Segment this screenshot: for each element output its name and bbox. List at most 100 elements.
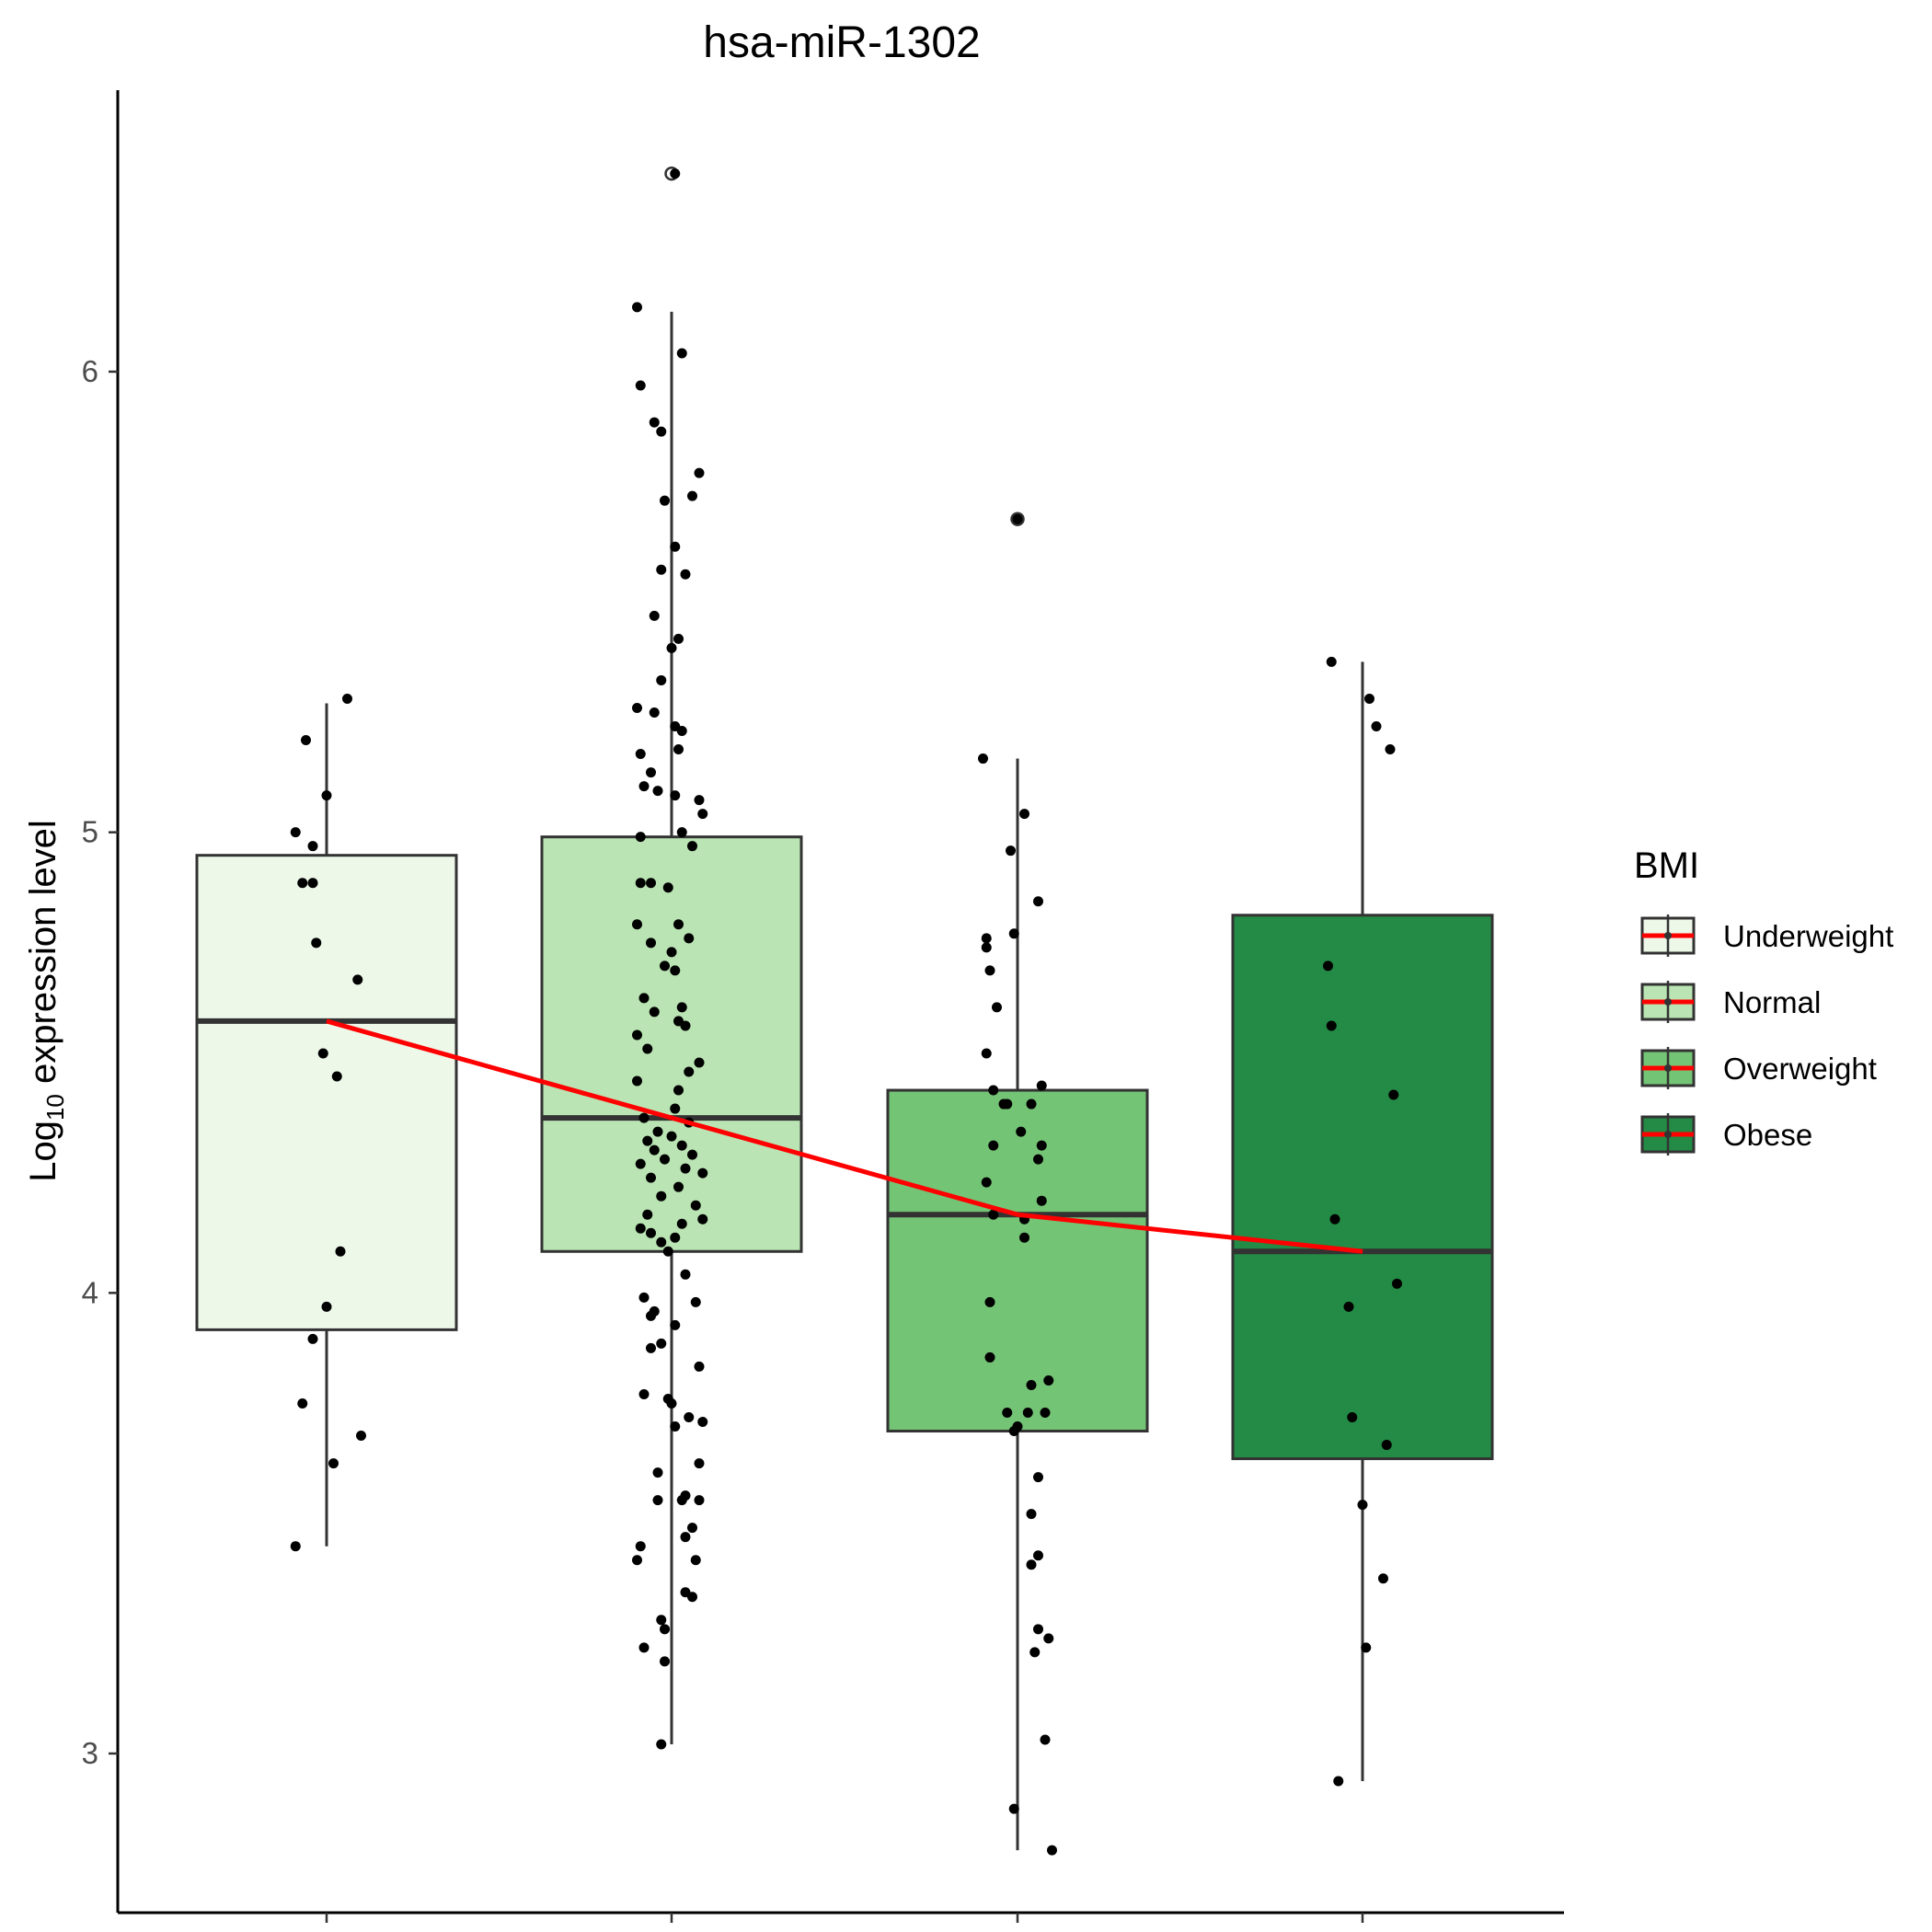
y-axis-title-main: Log	[23, 1121, 63, 1182]
data-point	[662, 1246, 673, 1257]
data-point	[660, 1656, 670, 1667]
y-tick-label: 6	[82, 354, 98, 388]
data-point	[335, 1246, 346, 1257]
data-point	[670, 1319, 681, 1330]
data-point	[666, 947, 677, 958]
legend-entry-underweight: Underweight	[1640, 914, 1893, 957]
data-point	[1033, 1624, 1043, 1635]
data-point	[1016, 1126, 1027, 1137]
data-point	[680, 1163, 691, 1174]
data-point	[638, 993, 650, 1004]
data-point	[1008, 1803, 1019, 1814]
data-point	[1036, 1080, 1047, 1091]
data-point	[307, 878, 318, 889]
x-axis-ticks	[325, 1913, 1364, 1923]
data-point	[988, 1085, 999, 1096]
data-point	[988, 1209, 999, 1220]
data-point	[676, 1002, 687, 1013]
data-point	[632, 1075, 642, 1087]
data-point	[649, 610, 660, 621]
data-point	[1029, 1647, 1041, 1658]
box-obese	[1231, 661, 1494, 1782]
data-point	[356, 1431, 366, 1442]
data-point	[656, 1236, 667, 1248]
data-point	[656, 674, 667, 685]
data-point	[352, 974, 363, 985]
data-point	[632, 1555, 642, 1566]
data-point	[666, 642, 677, 653]
data-point	[676, 348, 687, 359]
data-point	[690, 1296, 701, 1307]
data-point	[1033, 1550, 1043, 1561]
data-point	[652, 1495, 663, 1506]
data-point	[1040, 1408, 1051, 1419]
data-point	[673, 744, 684, 755]
data-point	[998, 1098, 1009, 1110]
data-point	[656, 1615, 667, 1626]
data-point	[676, 1495, 687, 1506]
data-point	[1008, 1426, 1019, 1437]
data-point	[981, 942, 992, 953]
data-point	[652, 1126, 663, 1137]
data-point	[1364, 693, 1374, 704]
data-point	[670, 1103, 681, 1114]
box-body	[886, 1088, 1149, 1433]
data-point	[660, 1624, 670, 1635]
data-point	[660, 1154, 670, 1165]
data-point	[660, 960, 670, 972]
data-point	[1361, 1642, 1372, 1653]
data-point	[690, 1200, 701, 1211]
data-point	[690, 1555, 701, 1566]
data-point	[1371, 721, 1382, 732]
data-point	[328, 1458, 339, 1469]
legend-entries: Underweight Normal Overweight Obese	[1640, 914, 1893, 1156]
data-point	[297, 1397, 308, 1409]
data-point	[635, 878, 646, 889]
data-point	[697, 1417, 708, 1428]
data-point	[687, 841, 697, 852]
data-point	[981, 933, 992, 944]
data-point	[1026, 1559, 1037, 1570]
data-point	[673, 1181, 684, 1192]
data-point	[1019, 1232, 1029, 1243]
data-point	[1326, 656, 1337, 667]
data-point	[670, 168, 681, 179]
data-point	[676, 827, 687, 838]
box-underweight	[195, 703, 458, 1547]
data-point	[981, 1048, 992, 1059]
data-point	[652, 1467, 663, 1478]
legend-key-point	[1664, 998, 1672, 1006]
data-point	[673, 633, 684, 644]
y-axis-title-subscript: 10	[41, 1094, 69, 1121]
data-point	[632, 1029, 642, 1041]
data-point	[984, 1351, 995, 1363]
data-point	[656, 1190, 667, 1202]
data-point	[1347, 1412, 1358, 1423]
data-point	[670, 790, 681, 801]
data-point	[676, 726, 687, 737]
data-point	[697, 1213, 708, 1225]
box-body	[540, 835, 803, 1253]
data-point	[1323, 960, 1333, 972]
data-point	[694, 1495, 705, 1506]
data-point	[1043, 1374, 1054, 1386]
data-point	[1012, 513, 1023, 524]
data-point	[635, 380, 646, 391]
data-point	[301, 735, 311, 746]
data-point	[635, 832, 646, 843]
data-point	[638, 1388, 650, 1399]
data-point	[1329, 1213, 1340, 1225]
data-point	[684, 1412, 695, 1423]
data-point	[694, 795, 705, 806]
data-point	[297, 878, 308, 889]
box-body	[1231, 914, 1494, 1461]
outlier-point	[1010, 512, 1025, 526]
data-point	[290, 1541, 301, 1552]
data-point	[1036, 1140, 1047, 1151]
data-point	[666, 1131, 677, 1142]
data-point	[687, 490, 697, 501]
data-point	[1047, 1845, 1057, 1856]
data-point	[978, 753, 988, 765]
data-point	[1006, 845, 1016, 857]
